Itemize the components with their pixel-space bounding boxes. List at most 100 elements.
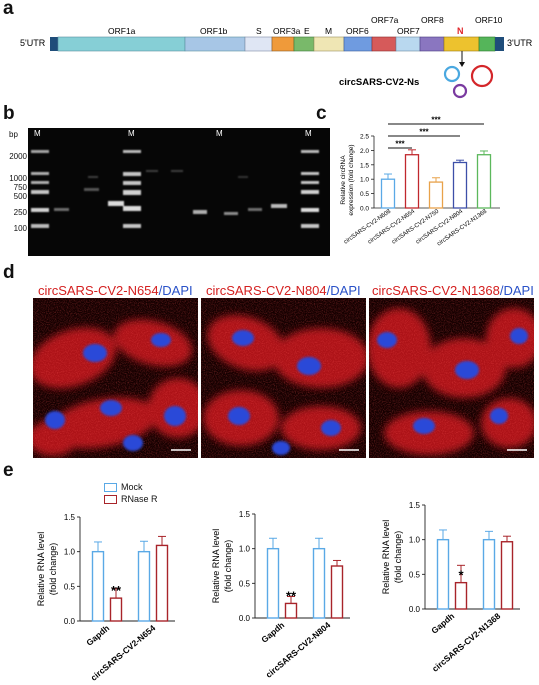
micro-title-1-sep: / [158, 283, 163, 298]
panel-label-d: d [3, 262, 15, 283]
utr5-label: 5'UTR [20, 38, 46, 48]
orf7-label: ORF7 [397, 26, 420, 36]
panel-label-c: c [316, 103, 327, 124]
chart-c-bars [380, 149, 492, 209]
micro-title-3-sep: / [499, 283, 504, 298]
chart-e-bar [312, 547, 326, 619]
legend-mock-label: Mock [121, 482, 143, 492]
genome-end-5 [50, 37, 58, 51]
chart-e-bar [155, 544, 169, 622]
chart-e-ytick-label: 0.0 [239, 614, 251, 623]
ladder-750: 750 [13, 183, 27, 192]
micro-title-3: circSARS-CV2-N1368/DAPI [372, 283, 534, 298]
chart-c-sig-label: *** [431, 116, 441, 125]
micrograph-2 [201, 298, 366, 458]
chart-e1: Relative RNA level (fold change) 0.0 0.5 1.0… [36, 513, 175, 683]
circrna-label: circSARS-CV2-Ns [339, 77, 419, 88]
chart-e-bar [500, 541, 514, 610]
chart-c-bar [428, 181, 444, 209]
circrna-circle-purple [452, 83, 468, 99]
chart-c-sig-label: *** [395, 140, 405, 149]
chart-e-ylabel-2: (fold change) [48, 543, 58, 596]
micro-title-3-dapi: DAPI [503, 283, 534, 298]
gel-marker-2: M [128, 129, 135, 138]
micro-title-2-dapi: DAPI [330, 283, 361, 298]
chart-e-ylabel-1: Relative RNA level [211, 529, 221, 604]
n-label: N [457, 26, 464, 36]
gel-image: M M M M [28, 128, 330, 256]
ladder-2000: 2000 [9, 152, 27, 161]
micro-title-2-sep: / [326, 283, 331, 298]
orf8-label: ORF8 [421, 15, 444, 25]
gel-bp-label: bp [9, 130, 18, 139]
legend-rnase-label: RNase R [121, 494, 158, 504]
chart-c-bar [476, 154, 492, 209]
n-block [443, 36, 480, 52]
chart-e-ytick-label: 0.0 [409, 605, 421, 614]
chart-e-bar [266, 547, 280, 619]
n-arrow-head [459, 62, 465, 67]
chart-e3: Relative RNA level (fold change) 0.0 0.5 1.0… [381, 501, 520, 674]
chart-c-ytick-label: 2.0 [360, 148, 369, 155]
chart-e-ylabel-1: Relative RNA level [36, 532, 46, 607]
s-label: S [256, 26, 262, 36]
orf1b-block [184, 36, 246, 52]
gel-marker-1: M [34, 129, 41, 138]
micro-title-1: circSARS-CV2-N654/DAPI [38, 283, 193, 298]
chart-c-significance: ********* [388, 116, 484, 149]
chart-c-ytick-label: 1.5 [360, 162, 369, 169]
orf10-label: ORF10 [475, 15, 503, 25]
chart-e-ytick-label: 1.0 [409, 536, 421, 545]
micro-title-2-name: circSARS-CV2-N804 [206, 283, 327, 298]
chart-c-bar [452, 161, 468, 209]
orf3a-label: ORF3a [273, 26, 301, 36]
chart-c-yticks: 0.0 0.5 1.0 1.5 2.0 2.5 [360, 134, 374, 213]
chart-e-ylabel-1: Relative RNA level [381, 520, 391, 595]
legend-rnase-swatch [104, 495, 117, 505]
orf10-block [478, 36, 496, 52]
micro-title-2: circSARS-CV2-N804/DAPI [206, 283, 361, 298]
chart-e-xlabel: Gapdh [84, 623, 111, 648]
chart-e-bar [482, 538, 496, 610]
chart-e-bar [436, 538, 450, 610]
gel-bands [31, 150, 319, 228]
chart-c-ytick-label: 2.5 [360, 134, 369, 141]
utr3-label: 3'UTR [507, 38, 533, 48]
circrna-circle-blue [443, 65, 461, 83]
orf7a-label: ORF7a [371, 15, 399, 25]
chart-e-bar [330, 565, 344, 619]
chart-e-ytick-label: 1.0 [64, 548, 76, 557]
chart-e-ylabel-2: (fold change) [393, 531, 403, 584]
ladder-500: 500 [13, 192, 27, 201]
chart-c-ylabel-2: expression (fold change) [348, 144, 355, 215]
orf8-block [419, 36, 445, 52]
chart-c-bar [404, 154, 420, 209]
chart-e2: Relative RNA level (fold change) 0.0 0.5 1.0… [211, 510, 350, 680]
chart-e-xlabel: Gapdh [259, 620, 286, 645]
orf6-block [343, 36, 373, 52]
m-label: M [325, 26, 332, 36]
gel-marker-3: M [216, 129, 223, 138]
chart-c-ytick-label: 0.5 [360, 191, 369, 198]
chart-e-bar [109, 597, 123, 622]
chart-c-xlabels: circSARS-CV2-N608circSARS-CV2-N654circSA… [343, 208, 489, 247]
chart-e-star: ** [286, 588, 297, 603]
orf3a-block [271, 36, 295, 52]
chart-c: Relative circRNA expression (fold change… [340, 116, 500, 247]
panel-label-a: a [3, 0, 14, 19]
panel-label-b: b [3, 103, 15, 124]
chart-e-bar [137, 550, 151, 622]
chart-c-sig-label: *** [419, 128, 429, 137]
micro-title-1-name: circSARS-CV2-N654 [38, 283, 159, 298]
chart-e-star: ** [111, 583, 122, 598]
chart-e-ytick-label: 1.5 [64, 513, 76, 522]
chart-e-ylabel-2: (fold change) [223, 540, 233, 593]
gel-marker-4: M [305, 129, 312, 138]
chart-c-bar [380, 178, 396, 209]
legend-rnase: RNase R [104, 494, 158, 505]
legend-mock: Mock [104, 482, 143, 493]
e-block [293, 36, 315, 52]
orf7-block [395, 36, 421, 52]
genome-diagram: 5'UTR 3'UTR ORF1a ORF1b S ORF3a E M ORF6… [20, 15, 533, 99]
chart-e-ytick-label: 1.0 [239, 545, 251, 554]
